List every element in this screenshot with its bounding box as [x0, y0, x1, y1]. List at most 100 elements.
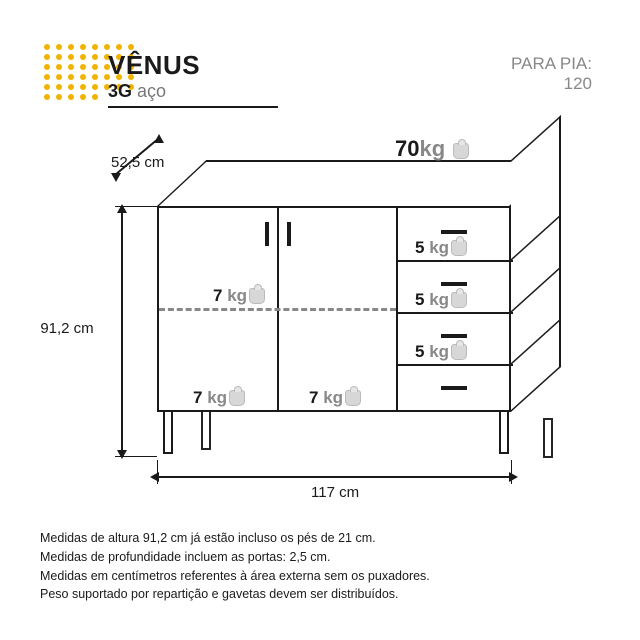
weight-bag-icon — [451, 292, 467, 308]
brand-dot — [80, 44, 86, 50]
note-line: Medidas de profundidade incluem as porta… — [40, 548, 600, 567]
dim-height-tick-top — [115, 206, 157, 207]
dim-width-tick-left — [157, 460, 158, 484]
cabinet-leg-back-left — [201, 410, 211, 450]
note-line: Peso suportado por repartição e gavetas … — [40, 585, 600, 604]
side-drawer-edge-3 — [511, 320, 559, 365]
weight-drawer-2: 5 kg — [415, 290, 467, 310]
brand-dot — [68, 94, 74, 100]
product-subtitle: 3G aço — [108, 81, 278, 102]
brand-dot — [92, 64, 98, 70]
partition-vertical-2 — [396, 208, 398, 410]
side-drawer-edge-2 — [511, 268, 559, 313]
dim-height-label: 91,2 cm — [40, 320, 93, 337]
infographic-root: VÊNUS 3G aço PARA PIA: 120 52,5 cm — [0, 0, 640, 640]
para-pia-label: PARA PIA: — [511, 54, 592, 74]
brand-dot — [92, 44, 98, 50]
note-line: Medidas de altura 91,2 cm já estão inclu… — [40, 529, 600, 548]
weight-top: 70kg — [395, 136, 469, 162]
weight-unit: kg — [429, 238, 449, 257]
drawer-divider-3 — [396, 364, 513, 366]
brand-dot — [80, 54, 86, 60]
dim-height-arrow-bottom — [117, 450, 127, 459]
subtitle-bold: 3G — [108, 81, 132, 101]
weight-bag-icon — [345, 390, 361, 406]
brand-dot — [80, 64, 86, 70]
brand-dot — [92, 84, 98, 90]
weight-top-value: 70 — [395, 136, 419, 161]
dim-width-line — [157, 476, 511, 478]
brand-dot — [44, 64, 50, 70]
side-drawer-edge-1 — [511, 216, 559, 261]
weight-unit: kg — [227, 286, 247, 305]
weight-bottom-left: 7 kg — [193, 388, 245, 408]
furniture-diagram: 52,5 cm — [95, 160, 549, 480]
para-pia-value: 120 — [511, 74, 592, 94]
weight-bottom-mid-value: 7 — [309, 388, 318, 407]
brand-dot — [80, 84, 86, 90]
dim-height-tick-bottom — [115, 456, 157, 457]
door-handle-mid — [287, 222, 291, 246]
weight-bag-icon — [451, 240, 467, 256]
brand-dot — [44, 84, 50, 90]
brand-dot — [92, 94, 98, 100]
weight-bag-icon — [453, 143, 469, 159]
title-block: VÊNUS 3G aço — [108, 50, 278, 108]
weight-bag-icon — [229, 390, 245, 406]
weight-unit: kg — [429, 290, 449, 309]
brand-dot — [56, 44, 62, 50]
weight-unit: kg — [429, 342, 449, 361]
brand-dot — [44, 74, 50, 80]
brand-dot — [80, 94, 86, 100]
brand-dot — [56, 64, 62, 70]
weight-unit: kg — [323, 388, 343, 407]
drawer-divider-2 — [396, 312, 513, 314]
brand-dot — [44, 94, 50, 100]
weight-bag-icon — [249, 288, 265, 304]
drawer-divider-1 — [396, 260, 513, 262]
weight-top-unit: kg — [419, 136, 445, 161]
note-line: Medidas em centímetros referentes à área… — [40, 567, 600, 586]
brand-dot — [68, 74, 74, 80]
brand-dot — [56, 54, 62, 60]
drawer-handle-3 — [441, 334, 467, 338]
product-title: VÊNUS — [108, 50, 278, 81]
brand-dot — [68, 64, 74, 70]
dim-height-line — [121, 206, 123, 456]
drawer-handle-2 — [441, 282, 467, 286]
subtitle-thin: aço — [137, 81, 166, 101]
dim-width-label: 117 cm — [311, 484, 359, 501]
weight-drawer-2-value: 5 — [415, 290, 424, 309]
cabinet-leg-front-right — [499, 410, 509, 454]
dim-width-tick-right — [511, 460, 512, 484]
door-handle-left — [265, 222, 269, 246]
cabinet-top-face — [157, 160, 560, 206]
brand-dot — [92, 54, 98, 60]
weight-unit: kg — [207, 388, 227, 407]
cabinet-leg-back-right — [543, 418, 553, 458]
footnotes: Medidas de altura 91,2 cm já estão inclu… — [40, 529, 600, 604]
weight-shelf-left: 7 kg — [213, 286, 265, 306]
shelf-dashed-line — [159, 308, 396, 311]
weight-bag-icon — [451, 344, 467, 360]
cabinet-leg-front-left — [163, 410, 173, 454]
cabinet-side-face — [511, 115, 561, 412]
weight-drawer-3: 5 kg — [415, 342, 467, 362]
weight-bottom-left-value: 7 — [193, 388, 202, 407]
weight-bottom-mid: 7 kg — [309, 388, 361, 408]
drawer-handle-4 — [441, 386, 467, 390]
brand-dot — [56, 84, 62, 90]
weight-drawer-1-value: 5 — [415, 238, 424, 257]
weight-drawer-3-value: 5 — [415, 342, 424, 361]
drawer-handle-1 — [441, 230, 467, 234]
brand-dot — [56, 94, 62, 100]
brand-dot — [44, 44, 50, 50]
title-underline — [108, 106, 278, 108]
brand-dot — [56, 74, 62, 80]
dim-depth-arrow-bottom — [111, 173, 121, 182]
brand-dot — [68, 84, 74, 90]
dim-depth-arrow-top — [154, 134, 164, 143]
brand-dot — [68, 54, 74, 60]
brand-dot — [68, 44, 74, 50]
brand-dot — [92, 74, 98, 80]
